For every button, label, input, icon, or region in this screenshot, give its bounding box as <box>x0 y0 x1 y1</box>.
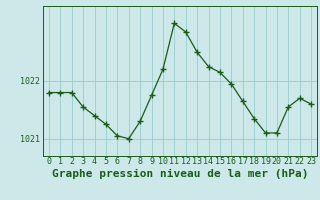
X-axis label: Graphe pression niveau de la mer (hPa): Graphe pression niveau de la mer (hPa) <box>52 169 308 179</box>
